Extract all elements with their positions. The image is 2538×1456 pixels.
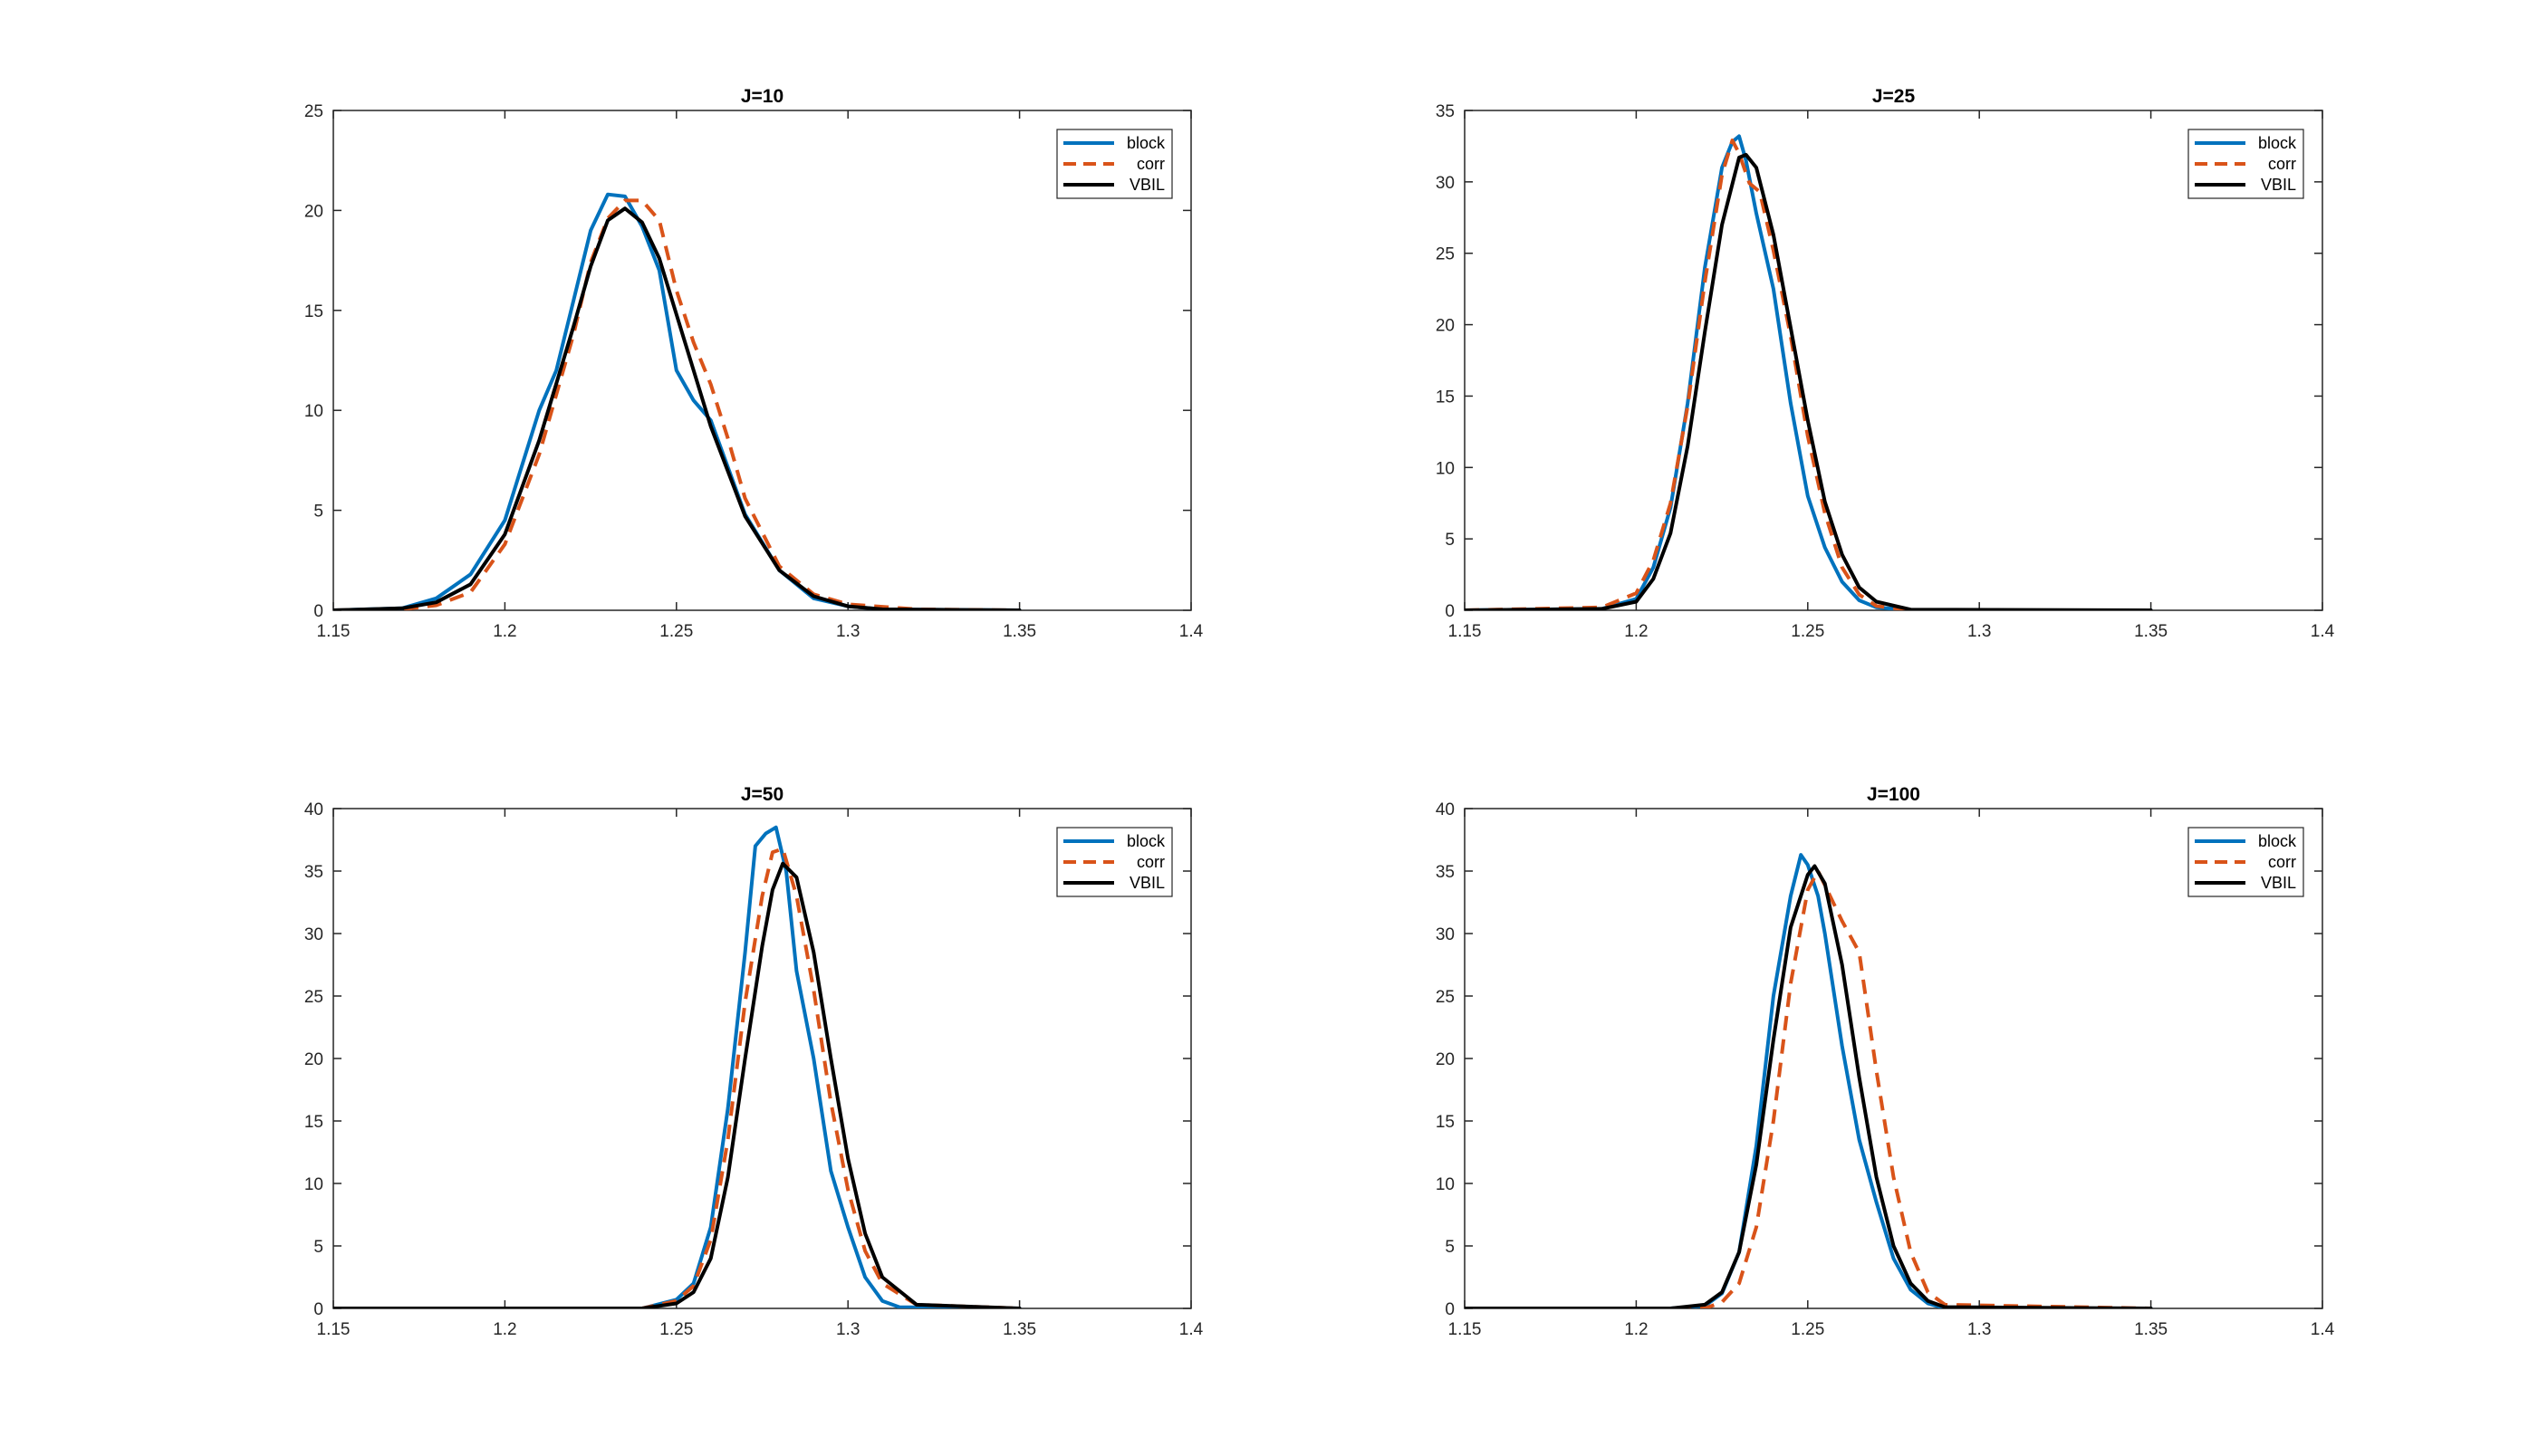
series-line-corr [1465, 139, 2151, 610]
x-tick-label: 1.15 [1448, 622, 1482, 641]
y-tick-label: 5 [313, 1238, 323, 1257]
chart-title: J=25 [1872, 86, 1916, 107]
x-tick-label: 1.15 [1448, 1320, 1482, 1339]
axes-box [1464, 808, 2323, 1309]
legend: block corr VBIL [1056, 129, 1173, 199]
x-tick-label: 1.35 [2134, 1320, 2168, 1339]
x-tick-label: 1.2 [493, 622, 516, 641]
y-tick-label: 10 [1436, 459, 1455, 478]
y-tick-label: 10 [1436, 1175, 1455, 1194]
y-tick-label: 30 [304, 925, 323, 944]
y-tick-label: 0 [313, 602, 323, 621]
y-tick-label: 20 [1436, 1050, 1455, 1069]
y-tick-label: 0 [1445, 1300, 1455, 1319]
series-line-vbil [1465, 864, 2153, 1308]
chart-panel-3: 1.15 1.2 1.25 1.3 1.35 1.4 0 5 10 15 20 25 30 35 40 J=5… [304, 784, 1204, 1339]
x-tick-label: 1.25 [659, 622, 693, 641]
y-tick-label: 30 [1436, 174, 1455, 193]
legend: block corr VBIL [2187, 129, 2304, 199]
x-tick-label: 1.25 [1791, 622, 1824, 641]
legend-box [1056, 827, 1173, 897]
axes-box [332, 110, 1192, 611]
legend-label-vbil: VBIL [1130, 176, 1165, 194]
x-tick-label: 1.25 [659, 1320, 693, 1339]
legend-label-corr: corr [2268, 853, 2296, 871]
y-tick-label: 0 [313, 1300, 323, 1319]
series-line-vbil [1465, 152, 2153, 610]
x-tick-label: 1.4 [2311, 622, 2335, 641]
legend-label-corr: corr [2268, 155, 2296, 173]
legend-box [2187, 827, 2304, 897]
series-line-vbil [333, 206, 1022, 610]
chart-title: J=10 [741, 86, 784, 107]
series-line-corr [333, 847, 1020, 1308]
y-tick-label: 10 [304, 402, 323, 421]
x-tick-label: 1.2 [1624, 622, 1648, 641]
legend-box [2187, 129, 2304, 199]
y-tick-label: 30 [1436, 925, 1455, 944]
series-line-block [333, 825, 1022, 1308]
legend-label-block: block [2258, 832, 2297, 850]
y-tick-label: 25 [1436, 988, 1455, 1007]
legend-label-vbil: VBIL [2261, 176, 2296, 194]
legend-label-vbil: VBIL [1130, 874, 1165, 892]
legend: block corr VBIL [2187, 827, 2304, 897]
chart-title: J=100 [1867, 784, 1920, 805]
x-tick-label: 1.25 [1791, 1320, 1824, 1339]
y-tick-label: 15 [1436, 1113, 1455, 1132]
legend-label-block: block [1127, 832, 1166, 850]
legend-label-block: block [2258, 134, 2297, 152]
y-tick-label: 20 [304, 1050, 323, 1069]
x-tick-label: 1.2 [493, 1320, 516, 1339]
chart-panel-1: 1.15 1.2 1.25 1.3 1.35 1.4 0 5 10 15 20 25 J=10 block… [304, 86, 1204, 641]
y-tick-label: 35 [1436, 102, 1455, 121]
y-tick-label: 5 [1445, 1238, 1455, 1257]
x-tick-label: 1.3 [1967, 1320, 1991, 1339]
y-tick-label: 40 [1436, 800, 1455, 819]
x-tick-label: 1.4 [2311, 1320, 2335, 1339]
x-tick-label: 1.3 [836, 1320, 860, 1339]
y-tick-label: 25 [304, 102, 323, 121]
y-tick-label: 40 [304, 800, 323, 819]
x-tick-label: 1.35 [2134, 622, 2168, 641]
y-tick-label: 20 [304, 202, 323, 221]
legend-label-corr: corr [1137, 155, 1165, 173]
x-tick-label: 1.4 [1179, 622, 1204, 641]
chart-title: J=50 [741, 784, 784, 805]
y-tick-label: 25 [1436, 245, 1455, 264]
series-line-vbil [333, 861, 1022, 1308]
y-tick-label: 35 [1436, 863, 1455, 882]
legend-label-corr: corr [1137, 853, 1165, 871]
chart-panel-2: 1.15 1.2 1.25 1.3 1.35 1.4 0 5 10 15 20 25 30 35 J=25 b… [1436, 86, 2335, 641]
axes-box [1464, 110, 2323, 611]
x-tick-label: 1.3 [836, 622, 860, 641]
legend-label-vbil: VBIL [2261, 874, 2296, 892]
legend-box [1056, 129, 1173, 199]
y-tick-label: 20 [1436, 317, 1455, 336]
chart-panel-4: 1.15 1.2 1.25 1.3 1.35 1.4 0 5 10 15 20 25 30 35 40 J=1… [1436, 784, 2335, 1339]
x-tick-label: 1.3 [1967, 622, 1991, 641]
x-tick-label: 1.35 [1003, 622, 1036, 641]
x-tick-label: 1.15 [317, 622, 351, 641]
y-tick-label: 15 [1436, 388, 1455, 407]
y-tick-label: 5 [313, 503, 323, 522]
y-tick-label: 5 [1445, 531, 1455, 550]
legend-label-block: block [1127, 134, 1166, 152]
legend: block corr VBIL [1056, 827, 1173, 897]
y-tick-label: 15 [304, 1113, 323, 1132]
y-tick-label: 25 [304, 988, 323, 1007]
y-tick-label: 35 [304, 863, 323, 882]
y-tick-label: 0 [1445, 602, 1455, 621]
y-tick-label: 10 [304, 1175, 323, 1194]
x-tick-label: 1.4 [1179, 1320, 1204, 1339]
x-tick-label: 1.35 [1003, 1320, 1036, 1339]
x-tick-label: 1.15 [317, 1320, 351, 1339]
y-tick-label: 15 [304, 302, 323, 321]
x-tick-label: 1.2 [1624, 1320, 1648, 1339]
series-line-corr [333, 198, 1020, 610]
